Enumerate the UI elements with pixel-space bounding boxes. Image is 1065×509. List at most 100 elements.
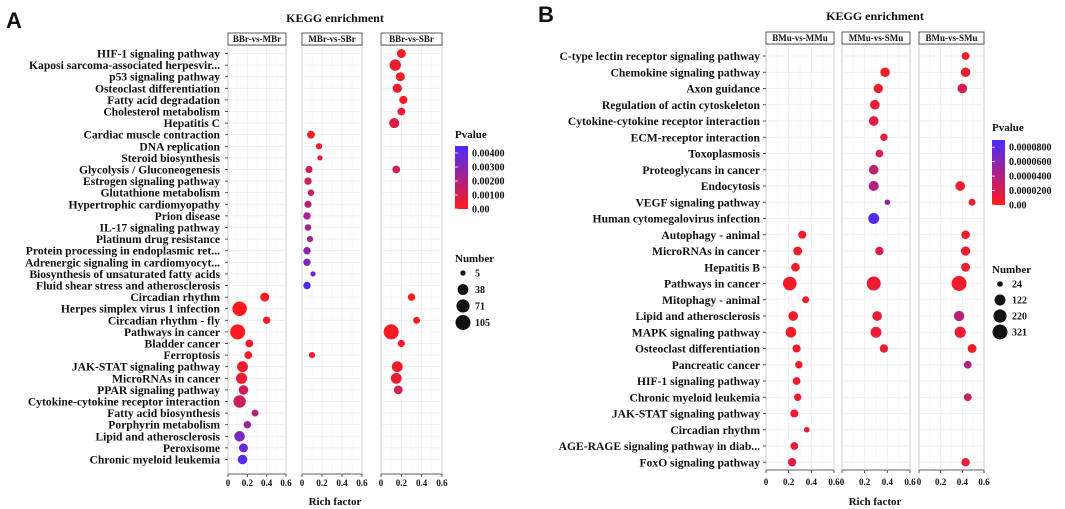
data-point <box>782 276 797 291</box>
data-point <box>310 271 316 277</box>
data-point <box>413 316 421 324</box>
data-point <box>234 431 245 442</box>
x-tick-label: 0.2 <box>396 478 408 488</box>
data-point <box>230 324 246 340</box>
data-point <box>788 311 799 321</box>
data-point <box>233 395 246 408</box>
y-tick-label: MAPK signaling pathway <box>632 326 760 339</box>
y-tick-label: Glycolysis / Gluconeogenesis <box>79 164 221 177</box>
facet-panel: BBr-vs-SBr 0 0.2 0.4 0.6 <box>379 32 448 488</box>
data-point <box>880 67 890 77</box>
y-tick-label: Kaposi sarcoma-associated herpesvir... <box>29 59 220 72</box>
x-tick-label: 0.6 <box>978 477 990 487</box>
data-point <box>868 164 879 175</box>
x-tick-label: 0.4 <box>882 477 894 487</box>
x-tick-label: 0.6 <box>356 478 368 488</box>
y-tick-label: Ferroptosis <box>164 349 221 362</box>
data-point <box>954 326 966 338</box>
data-point <box>389 59 401 71</box>
size-legend-title: Number <box>455 253 494 265</box>
x-tick-label: 0 <box>917 477 922 487</box>
y-tick-label: HIF-1 signaling pathway <box>637 375 760 388</box>
y-tick-label: Lipid and atherosclerosis <box>95 430 220 443</box>
size-legend-dot <box>993 309 1007 323</box>
colorbar-label: 0.0000400 <box>1009 172 1052 183</box>
y-tick-label: Hepatitis C <box>164 117 220 130</box>
data-point <box>961 262 971 272</box>
facet-strip <box>301 32 363 46</box>
panel-label: A <box>6 8 22 33</box>
x-tick-label: 0.6 <box>280 478 292 488</box>
size-legend-dot <box>460 270 466 276</box>
x-tick-label: 0 <box>379 478 384 488</box>
data-point <box>232 301 247 316</box>
data-point <box>787 458 797 467</box>
data-point <box>963 393 972 402</box>
data-point <box>955 181 966 191</box>
data-point <box>237 361 248 373</box>
y-tick-label: Hepatitis B <box>704 261 760 274</box>
data-point <box>399 95 408 104</box>
facet-strip-label: BMu-vs-SMu <box>925 33 977 43</box>
data-point <box>396 49 406 58</box>
data-point <box>237 454 248 465</box>
size-legend-dot <box>992 324 1008 340</box>
data-point <box>260 292 270 302</box>
x-tick-label: 0.2 <box>935 477 947 487</box>
data-point <box>884 199 891 206</box>
data-point <box>262 316 271 324</box>
y-tick-label: Estrogen signaling pathway <box>83 175 220 188</box>
y-tick-label: Mitophagy - animal <box>662 294 761 307</box>
size-legend: Number 24 122 220 321 <box>992 264 1031 340</box>
x-tick-label: 0.4 <box>957 477 969 487</box>
x-tick-label: 0.6 <box>904 477 916 487</box>
data-point <box>868 180 879 192</box>
data-point <box>967 344 977 353</box>
facet-strip-label: BBr-vs-SBr <box>389 34 434 44</box>
pvalue-legend-title: Pvalue <box>992 122 1024 134</box>
data-point <box>389 118 400 129</box>
data-point <box>397 107 406 116</box>
x-tick-label: 0 <box>226 478 231 488</box>
y-tick-label: Endocytosis <box>701 180 761 193</box>
data-point <box>879 344 889 353</box>
x-tick-label: 0.2 <box>316 478 328 488</box>
data-point <box>866 276 881 291</box>
data-point <box>868 116 879 126</box>
facet-panel: BMu-vs-SMu 0 0.2 0.4 0.6 <box>917 31 990 487</box>
x-tick-label: 0.6 <box>828 477 840 487</box>
size-legend-dot <box>456 299 470 313</box>
data-point <box>407 293 416 301</box>
x-tick-label: 0.2 <box>242 478 254 488</box>
data-point <box>953 310 965 322</box>
data-point <box>392 165 401 174</box>
colorbar-label: 0.0000600 <box>1009 157 1052 168</box>
y-tick-label: Adrenergic signaling in cardiomyocyt... <box>25 256 220 269</box>
y-tick-label: MicroRNAs in cancer <box>652 245 760 258</box>
data-point <box>235 372 248 384</box>
data-point <box>392 83 402 93</box>
data-point <box>870 99 880 110</box>
data-point <box>968 198 976 206</box>
colorbar-label: 0.00 <box>1009 201 1027 212</box>
data-point <box>238 443 248 453</box>
y-tick-label: Osteoclast differentiation <box>635 343 761 356</box>
y-tick-label: Human cytomegalovirus infection <box>593 213 761 226</box>
facet-panel: BMu-vs-MMu 0 0.2 0.4 0.6 <box>764 31 840 487</box>
y-tick-label: HIF-1 signaling pathway <box>97 48 220 61</box>
data-point <box>308 352 316 359</box>
data-point <box>792 377 801 385</box>
x-tick-label: 0.2 <box>783 477 795 487</box>
data-point <box>872 311 882 321</box>
y-tick-label: Cardiac muscle contraction <box>83 129 220 142</box>
colorbar-label: 0.00300 <box>472 163 505 174</box>
data-point <box>790 409 799 418</box>
y-tick-label: JAK-STAT signaling pathway <box>72 361 220 374</box>
data-point <box>303 247 311 255</box>
y-tick-label: Circadian rhythm <box>130 291 220 304</box>
data-point <box>794 393 802 401</box>
facet-panel: MMu-vs-SMu 0 0.2 0.4 0.6 <box>840 31 916 487</box>
y-tick-label: FoxO signaling pathway <box>640 456 761 469</box>
y-tick-label: Steroid biosynthesis <box>121 152 220 165</box>
